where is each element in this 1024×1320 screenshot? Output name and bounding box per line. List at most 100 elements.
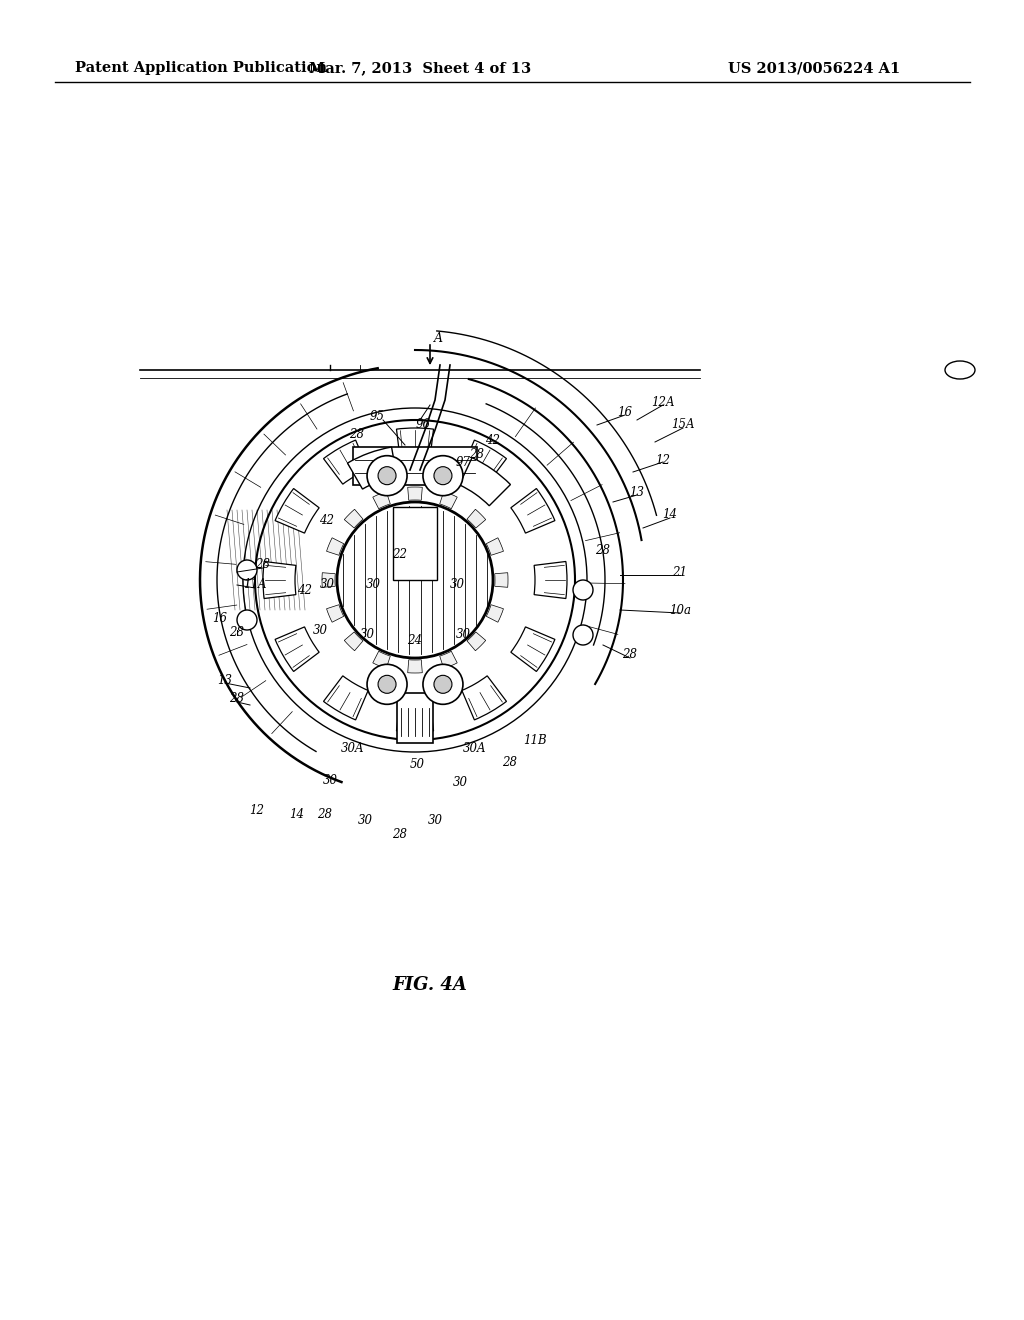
Bar: [353, 447, 477, 484]
Text: 50: 50: [410, 759, 425, 771]
Text: 12A: 12A: [651, 396, 675, 408]
Text: 28: 28: [469, 449, 484, 462]
Circle shape: [378, 676, 396, 693]
Text: 28: 28: [229, 692, 245, 705]
Circle shape: [378, 467, 396, 484]
Text: 10a: 10a: [669, 603, 691, 616]
Wedge shape: [344, 510, 364, 528]
Text: 12: 12: [655, 454, 671, 466]
Wedge shape: [462, 676, 507, 719]
Wedge shape: [324, 676, 368, 719]
Text: 96: 96: [416, 418, 430, 432]
Wedge shape: [439, 651, 458, 668]
Circle shape: [423, 664, 463, 705]
Circle shape: [573, 579, 593, 601]
Wedge shape: [373, 491, 390, 508]
Text: 30: 30: [359, 628, 375, 642]
Circle shape: [319, 484, 510, 675]
Circle shape: [337, 502, 493, 657]
Text: 15A: 15A: [672, 418, 694, 432]
Text: FIG. 4A: FIG. 4A: [392, 975, 467, 994]
Text: 28: 28: [229, 626, 245, 639]
Text: 30: 30: [323, 774, 338, 787]
Wedge shape: [408, 487, 422, 500]
Text: 13: 13: [217, 673, 232, 686]
Wedge shape: [495, 573, 508, 587]
Circle shape: [573, 624, 593, 645]
Circle shape: [423, 455, 463, 496]
Text: 28: 28: [596, 544, 610, 557]
Text: 30: 30: [450, 578, 465, 591]
Text: 13: 13: [630, 486, 644, 499]
Circle shape: [434, 467, 452, 484]
Text: 42: 42: [485, 433, 501, 446]
Text: 30: 30: [366, 578, 381, 591]
Text: 30A: 30A: [463, 742, 486, 755]
Wedge shape: [511, 488, 555, 533]
Circle shape: [434, 676, 452, 693]
Wedge shape: [275, 488, 319, 533]
Text: 28: 28: [349, 429, 365, 441]
Wedge shape: [462, 440, 507, 484]
Wedge shape: [344, 632, 364, 651]
Bar: [397, 693, 433, 743]
Text: Mar. 7, 2013  Sheet 4 of 13: Mar. 7, 2013 Sheet 4 of 13: [309, 61, 531, 75]
Text: 97: 97: [456, 457, 470, 470]
Text: 30: 30: [453, 776, 468, 788]
Wedge shape: [327, 537, 344, 556]
Circle shape: [237, 610, 257, 630]
Text: 95: 95: [370, 411, 384, 424]
Text: 14: 14: [290, 808, 304, 821]
Text: 16: 16: [213, 611, 227, 624]
Wedge shape: [408, 660, 422, 673]
Text: 14: 14: [663, 508, 678, 521]
Text: 30: 30: [312, 623, 328, 636]
Wedge shape: [263, 561, 296, 598]
Text: 30: 30: [456, 628, 470, 642]
Circle shape: [367, 664, 408, 705]
Text: 42: 42: [298, 583, 312, 597]
Text: 21: 21: [673, 565, 687, 578]
Text: 28: 28: [503, 755, 517, 768]
Circle shape: [285, 450, 545, 710]
Wedge shape: [535, 561, 567, 598]
Text: 16: 16: [617, 405, 633, 418]
Text: 28: 28: [317, 808, 333, 821]
Text: 42: 42: [319, 513, 335, 527]
Text: 30: 30: [357, 813, 373, 826]
Text: 28: 28: [256, 558, 270, 572]
Text: 22: 22: [392, 549, 408, 561]
Wedge shape: [467, 632, 485, 651]
Circle shape: [255, 420, 575, 741]
Wedge shape: [327, 605, 344, 622]
Text: 30: 30: [319, 578, 335, 591]
Text: 12: 12: [250, 804, 264, 817]
Text: 11B: 11B: [523, 734, 547, 747]
Text: 30: 30: [427, 813, 442, 826]
Wedge shape: [486, 537, 504, 556]
Wedge shape: [439, 491, 458, 508]
Bar: [393, 507, 437, 579]
Wedge shape: [275, 627, 319, 672]
Text: US 2013/0056224 A1: US 2013/0056224 A1: [728, 61, 900, 75]
Wedge shape: [324, 440, 368, 484]
Wedge shape: [396, 700, 433, 733]
Wedge shape: [373, 651, 390, 668]
Text: 30A: 30A: [341, 742, 365, 755]
Text: 11A: 11A: [244, 578, 266, 591]
Wedge shape: [460, 458, 510, 506]
Wedge shape: [511, 627, 555, 672]
Circle shape: [237, 560, 257, 579]
Text: 24: 24: [408, 634, 423, 647]
Text: 28: 28: [623, 648, 638, 661]
Ellipse shape: [945, 360, 975, 379]
Text: 28: 28: [392, 829, 408, 842]
Wedge shape: [396, 428, 433, 461]
Wedge shape: [486, 605, 504, 622]
Text: A: A: [433, 331, 442, 345]
Text: Patent Application Publication: Patent Application Publication: [75, 61, 327, 75]
Wedge shape: [322, 573, 335, 587]
Wedge shape: [347, 447, 396, 490]
Circle shape: [367, 455, 408, 496]
Wedge shape: [467, 510, 485, 528]
